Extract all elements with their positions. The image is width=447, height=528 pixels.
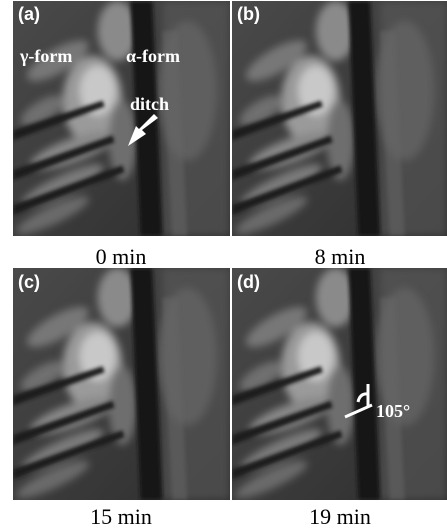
micrograph [232, 1, 447, 240]
figure: (a) γ-form α-form ditch 0 min (b) 8 min … [0, 0, 447, 528]
caption: 0 min [96, 244, 147, 269]
caption: 19 min [309, 504, 371, 528]
caption: 8 min [315, 244, 366, 269]
annotation: α-form [126, 46, 180, 66]
panel-a: (a) γ-form α-form ditch 0 min [13, 1, 230, 269]
panel-label: (b) [237, 4, 260, 24]
panel-d: (d) 105° 19 min [232, 268, 447, 528]
panel-b: (b) 8 min [232, 1, 447, 269]
panel-c: (c) 15 min [13, 268, 230, 528]
micrograph [13, 1, 230, 240]
panel-label: (c) [18, 272, 40, 292]
panel-label: (d) [237, 272, 260, 292]
micrograph [13, 268, 230, 504]
annotation: 105° [376, 401, 410, 421]
annotation: γ-form [19, 46, 72, 66]
panel-label: (a) [18, 4, 40, 24]
annotation: ditch [130, 94, 169, 114]
caption: 15 min [90, 504, 152, 528]
micrograph [232, 268, 447, 504]
